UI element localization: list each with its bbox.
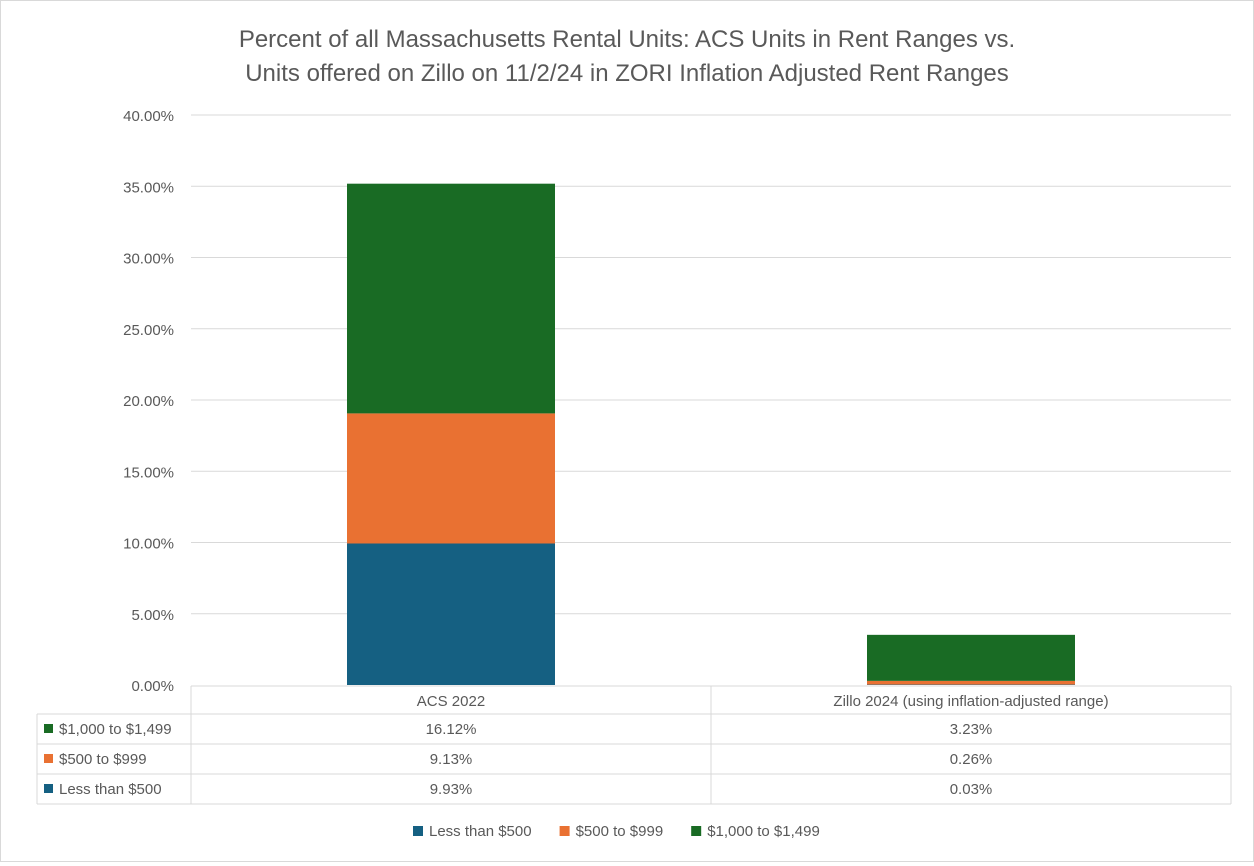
bar-segment — [867, 681, 1075, 685]
table-value: 3.23% — [950, 721, 993, 738]
legend-key-swatch — [44, 754, 53, 763]
y-tick-label: 5.00% — [131, 607, 174, 624]
chart-title-line: Units offered on Zillo on 11/2/24 in ZOR… — [245, 60, 1009, 87]
y-tick-label: 20.00% — [123, 393, 174, 410]
legend-swatch — [560, 826, 570, 836]
legend-key-swatch — [44, 724, 53, 733]
y-tick-label: 35.00% — [123, 179, 174, 196]
bar-segment — [347, 184, 555, 414]
table-series-label: $500 to $999 — [59, 751, 147, 768]
x-category-label: ACS 2022 — [417, 693, 485, 710]
bar-segment — [347, 413, 555, 543]
y-tick-label: 25.00% — [123, 322, 174, 339]
bar-segment — [867, 635, 1075, 681]
y-tick-label: 10.00% — [123, 536, 174, 553]
x-category-label: Zillo 2024 (using inflation-adjusted ran… — [833, 693, 1108, 710]
table-series-label: $1,000 to $1,499 — [59, 721, 172, 738]
table-series-label: Less than $500 — [59, 781, 162, 798]
bar-segment — [347, 543, 555, 685]
legend-swatch — [413, 826, 423, 836]
legend-label: $1,000 to $1,499 — [707, 823, 820, 840]
legend-label: $500 to $999 — [576, 823, 664, 840]
legend-label: Less than $500 — [429, 823, 532, 840]
table-value: 0.26% — [950, 751, 993, 768]
legend-key-swatch — [44, 784, 53, 793]
y-tick-label: 15.00% — [123, 464, 174, 481]
table-value: 9.93% — [430, 781, 473, 798]
table-value: 16.12% — [426, 721, 477, 738]
legend-swatch — [691, 826, 701, 836]
table-value: 0.03% — [950, 781, 993, 798]
y-tick-label: 30.00% — [123, 251, 174, 268]
y-tick-label: 0.00% — [131, 678, 174, 695]
y-tick-label: 40.00% — [123, 108, 174, 125]
chart-title-line: Percent of all Massachusetts Rental Unit… — [239, 26, 1015, 53]
table-value: 9.13% — [430, 751, 473, 768]
